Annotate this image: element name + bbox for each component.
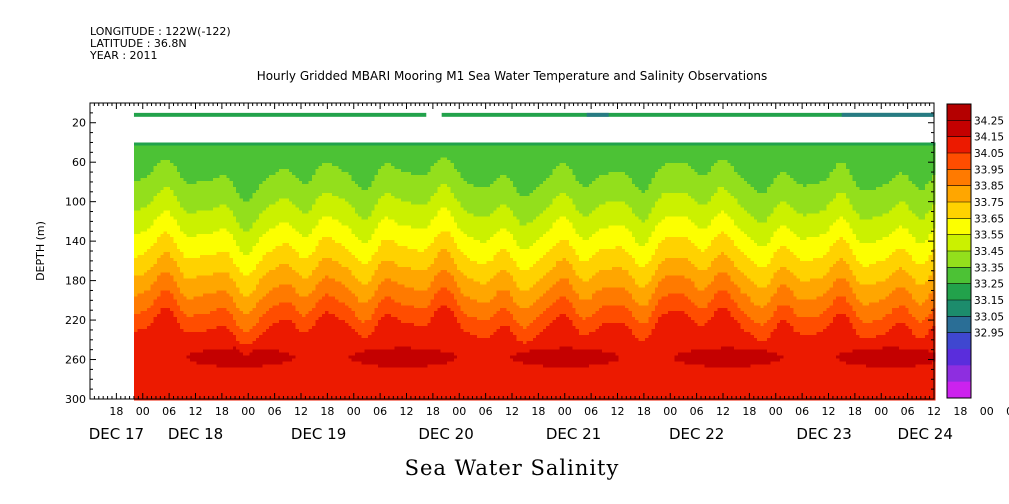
chart-title: Hourly Gridded MBARI Mooring M1 Sea Wate…: [257, 69, 768, 83]
salinity-field: [134, 113, 936, 401]
year-label: YEAR : 2011: [89, 49, 158, 62]
